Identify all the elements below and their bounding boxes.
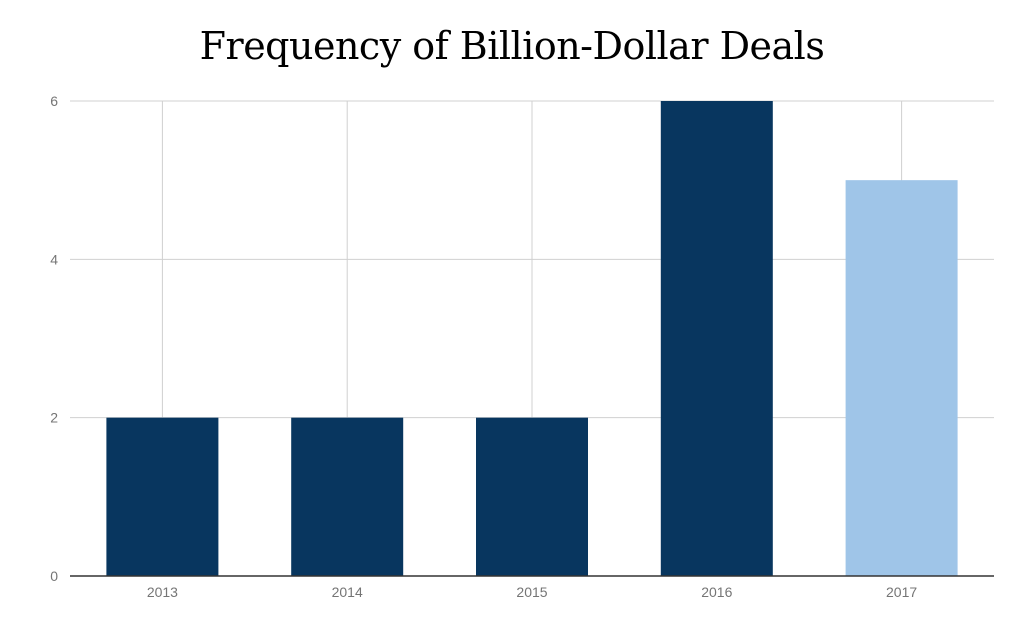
x-tick-label: 2014 — [332, 584, 363, 600]
y-tick-label: 0 — [50, 568, 58, 584]
bar-2014 — [291, 417, 404, 576]
x-tick-label: 2016 — [701, 584, 732, 600]
bar-2013 — [106, 417, 219, 576]
labels-layer: 0 2 4 6 2013 2014 2015 2016 2017 — [50, 93, 917, 600]
chart-title: Frequency of Billion-Dollar Deals — [199, 24, 825, 68]
x-tick-label: 2017 — [886, 584, 917, 600]
x-tick-label: 2013 — [147, 584, 178, 600]
bars-layer — [106, 101, 958, 576]
bar-2015 — [476, 417, 588, 576]
bar-2016 — [660, 101, 773, 576]
y-tick-label: 6 — [50, 93, 58, 109]
bar-2017 — [845, 180, 958, 576]
y-tick-label: 4 — [50, 251, 58, 267]
y-tick-label: 2 — [50, 410, 58, 426]
x-tick-label: 2015 — [516, 584, 547, 600]
